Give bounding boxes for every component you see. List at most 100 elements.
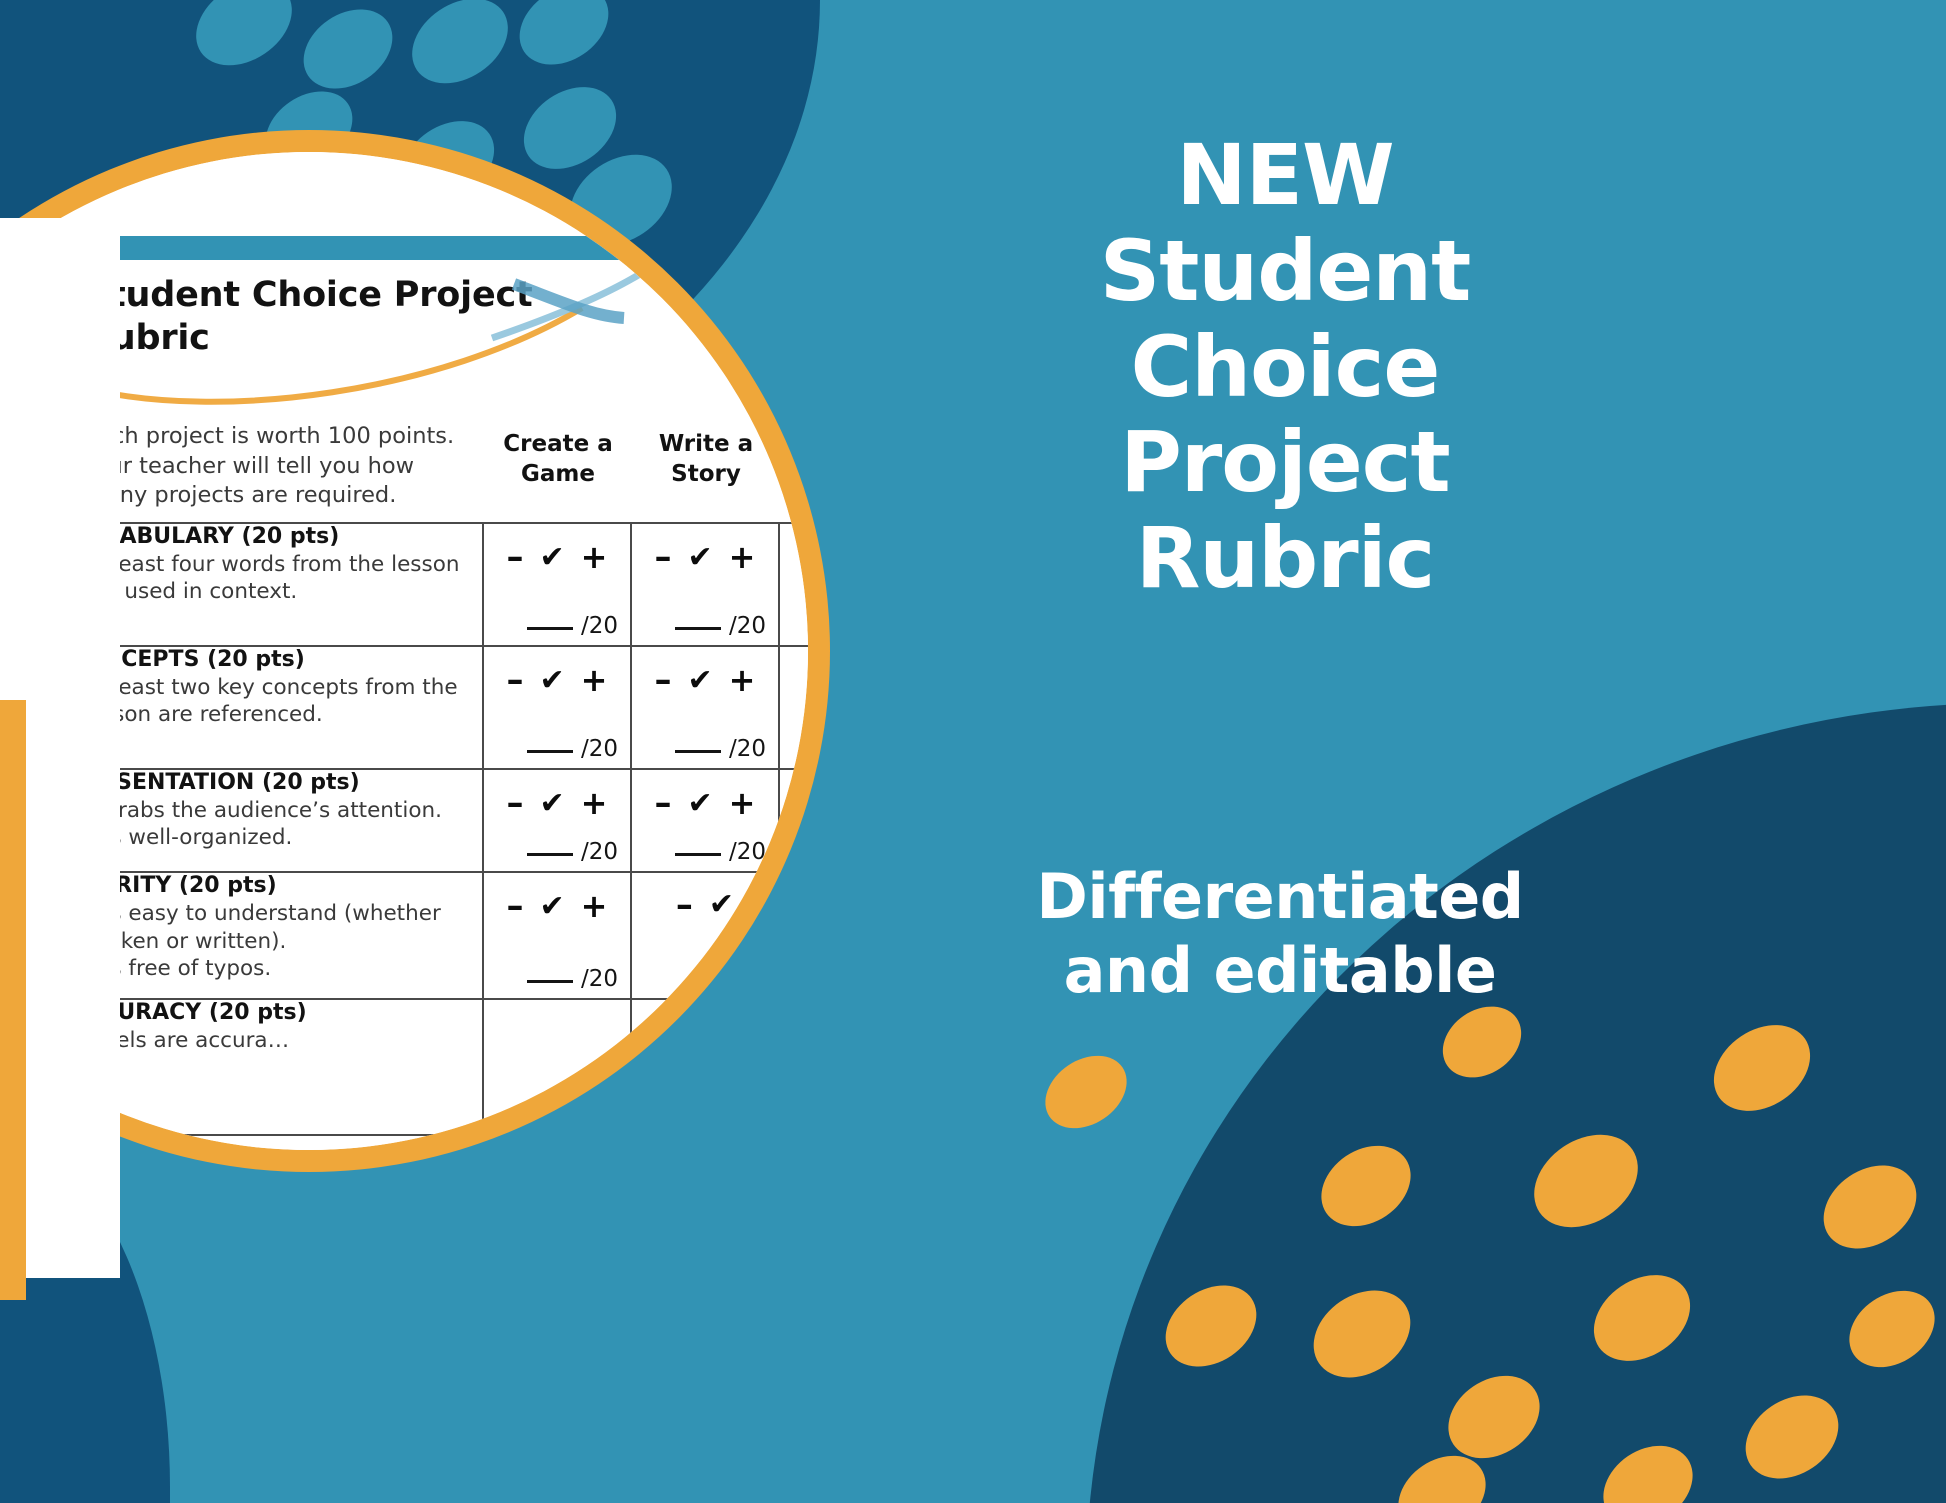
- bullet-text: At least four words from the lesson are …: [82, 552, 460, 605]
- score-blank[interactable]: /20: [674, 613, 766, 639]
- criterion-bullet: - At least four words from the lesson ar…: [68, 551, 482, 605]
- criterion-cell: ACCURACY (20 pts) …odels are accura…: [66, 997, 484, 1136]
- score-cell-third-partial[interactable]: [778, 871, 808, 1000]
- score-cell-third-partial[interactable]: [778, 768, 808, 874]
- score-cell-create-a-game[interactable]: – ✔ + /20: [482, 521, 632, 648]
- rating-marks[interactable]: – ✔ +: [632, 524, 778, 576]
- rating-marks[interactable]: –: [780, 524, 808, 558]
- score-cell-create-a-game[interactable]: – ✔ + /20: [482, 871, 632, 1000]
- score-cell-write-a-story[interactable]: [630, 997, 780, 1136]
- rubric-document: Student Choice Project Rubric Each proje…: [22, 152, 808, 1150]
- plus-mark[interactable]: +: [580, 661, 608, 700]
- document-header-bar: [118, 236, 808, 260]
- criterion-title: PRESENTATION (20 pts): [68, 770, 360, 796]
- minus-mark[interactable]: –: [654, 659, 672, 700]
- score-cell-write-a-story[interactable]: – ✔ + /20: [630, 521, 780, 648]
- score-blank[interactable]: /20: [526, 839, 618, 865]
- rating-marks[interactable]: – ✔ +: [484, 647, 630, 699]
- score-cell-create-a-game[interactable]: [482, 997, 632, 1136]
- column-header-write-a-story: Write a Story: [658, 431, 754, 487]
- score-cell-create-a-game[interactable]: – ✔ + /20: [482, 645, 632, 771]
- subline-line-2: and editable: [1063, 934, 1497, 1008]
- headline-line-1: NEW: [1176, 126, 1394, 224]
- score-blank[interactable]: /20: [674, 839, 766, 865]
- plus-mark[interactable]: +: [728, 661, 756, 700]
- criterion-bullet: - It is well-organized.: [68, 824, 482, 851]
- plus-mark[interactable]: +: [580, 538, 608, 576]
- minus-mark[interactable]: –: [654, 783, 672, 824]
- criterion-title: CLARITY (20 pts): [68, 873, 277, 899]
- check-mark[interactable]: ✔: [708, 887, 735, 923]
- rating-marks[interactable]: – ✔ +: [484, 873, 630, 925]
- check-mark[interactable]: ✔: [687, 662, 713, 698]
- document-title-line-1: Student Choice Project: [84, 275, 533, 315]
- score-cell-third-partial[interactable]: –: [778, 645, 808, 771]
- magnifier-ring: Student Choice Project Rubric Each proje…: [0, 130, 830, 1172]
- plus-mark[interactable]: +: [580, 784, 608, 823]
- intro-paragraph: Each project is worth 100 points. Your t…: [84, 423, 455, 509]
- score-blank[interactable]: /20: [526, 736, 618, 762]
- minus-mark[interactable]: –: [506, 536, 524, 577]
- bullet-text: It is easy to understand (whether spoken…: [82, 901, 441, 954]
- plus-mark[interactable]: +: [580, 887, 608, 926]
- check-mark[interactable]: ✔: [539, 539, 565, 575]
- plus-mark[interactable]: +: [728, 784, 756, 823]
- minus-mark[interactable]: –: [506, 783, 524, 824]
- check-mark[interactable]: ✔: [539, 662, 565, 698]
- criterion-cell: PRESENTATION (20 pts) - It grabs the aud…: [66, 768, 484, 874]
- rating-marks[interactable]: – ✔: [632, 873, 778, 922]
- headline-line-4: Project: [1120, 413, 1450, 512]
- document-header-bar-gap: [118, 260, 808, 267]
- bullet-text: It grabs the audience’s attention.: [82, 798, 442, 824]
- headline-line-3: Choice: [1130, 317, 1441, 416]
- check-mark[interactable]: ✔: [539, 785, 565, 821]
- rating-marks[interactable]: – ✔ +: [484, 524, 630, 576]
- minus-mark[interactable]: –: [506, 886, 524, 927]
- rating-marks[interactable]: – ✔ +: [632, 647, 778, 699]
- score-cell-write-a-story[interactable]: – ✔: [630, 871, 780, 1000]
- table-row: CONCEPTS (20 pts) - At least two key con…: [66, 645, 808, 771]
- table-row: PRESENTATION (20 pts) - It grabs the aud…: [66, 768, 808, 874]
- criterion-bullet: - At least two key concepts from the les…: [68, 674, 482, 728]
- rating-marks[interactable]: – ✔ +: [484, 770, 630, 822]
- score-blank[interactable]: /20: [526, 613, 618, 639]
- criterion-cell: VOCABULARY (20 pts) - At least four word…: [66, 521, 484, 648]
- check-mark[interactable]: ✔: [687, 785, 713, 821]
- score-cell-create-a-game[interactable]: – ✔ + /20: [482, 768, 632, 874]
- criterion-title: CONCEPTS (20 pts): [68, 647, 305, 673]
- subline-line-1: Differentiated: [1036, 860, 1524, 933]
- promo-subline: Differentiated and editable: [930, 860, 1630, 1009]
- score-cell-third-partial[interactable]: [778, 997, 808, 1136]
- table-row: ACCURACY (20 pts) …odels are accura…: [66, 997, 808, 1136]
- rating-marks[interactable]: –: [780, 647, 808, 681]
- rating-marks[interactable]: – ✔ +: [632, 770, 778, 822]
- plus-mark[interactable]: +: [728, 538, 756, 576]
- check-mark[interactable]: ✔: [687, 539, 713, 575]
- table-row: CLARITY (20 pts) - It is easy to underst…: [66, 871, 808, 1000]
- bullet-text: At least two key concepts from the lesso…: [82, 675, 458, 728]
- magnifier-ring-left-edge: [0, 700, 26, 1300]
- criterion-bullet: …odels are accura…: [68, 1027, 482, 1054]
- decorative-dot: [1031, 1040, 1141, 1144]
- score-blank[interactable]: /20: [674, 736, 766, 762]
- score-cell-third-partial[interactable]: –: [778, 521, 808, 648]
- headline-line-2: Student: [1099, 221, 1472, 320]
- criterion-bullet: - It is free of typos.: [68, 955, 482, 982]
- score-blank[interactable]: /20: [526, 966, 618, 992]
- minus-mark[interactable]: –: [654, 536, 672, 577]
- headline-line-5: Rubric: [1135, 509, 1436, 607]
- document-title-line-2: Rubric: [84, 317, 210, 358]
- criterion-cell: CLARITY (20 pts) - It is easy to underst…: [66, 871, 484, 1000]
- document-title: Student Choice Project Rubric: [84, 274, 644, 359]
- minus-mark[interactable]: –: [506, 659, 524, 700]
- score-cell-write-a-story[interactable]: – ✔ + /20: [630, 768, 780, 874]
- minus-mark[interactable]: –: [675, 884, 693, 925]
- criterion-cell: CONCEPTS (20 pts) - At least two key con…: [66, 645, 484, 771]
- score-cell-write-a-story[interactable]: – ✔ + /20: [630, 645, 780, 771]
- rubric-table: VOCABULARY (20 pts) - At least four word…: [66, 521, 808, 1136]
- criterion-title: ACCURACY (20 pts): [68, 999, 307, 1025]
- promo-headline: NEW Student Choice Project Rubric: [990, 126, 1580, 607]
- criterion-bullet: - It grabs the audience’s attention.: [68, 797, 482, 824]
- check-mark[interactable]: ✔: [539, 888, 565, 924]
